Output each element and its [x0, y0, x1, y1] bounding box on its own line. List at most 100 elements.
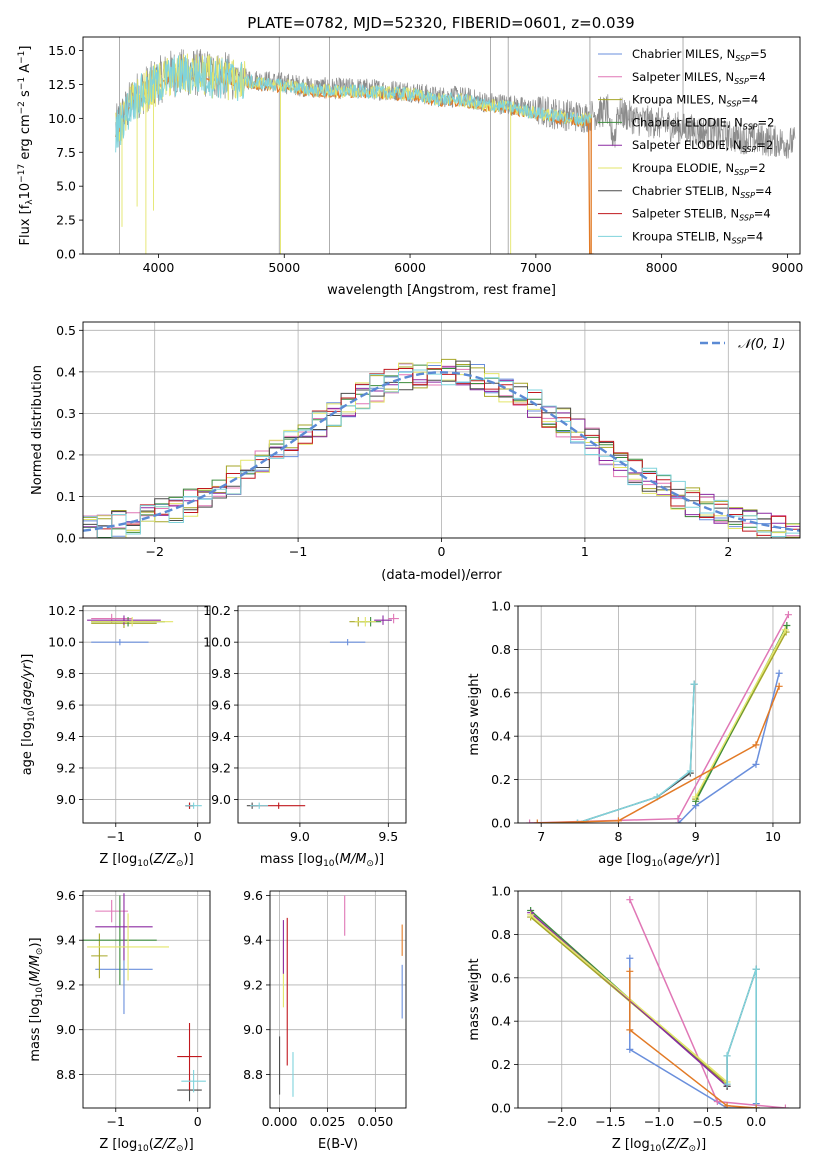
- point-marker-orange: [752, 741, 760, 749]
- x-axis-label-part: ⊙: [176, 859, 184, 869]
- x-axis-label: Z [log10(Z/Z⊙)]: [99, 1137, 193, 1154]
- y-axis-label-part: ⊙: [35, 948, 45, 956]
- mass_vs_Z-y-tick-label: 8.8: [56, 1067, 76, 1082]
- axes-frame: [82, 890, 211, 1109]
- residuals-x-tick-label: −2: [145, 544, 163, 559]
- legend-label: Kroupa MILES, NSSP=4: [632, 93, 758, 109]
- y-axis-label-part: erg cm: [18, 114, 33, 163]
- residuals-x-tick-label: −1: [289, 544, 307, 559]
- point-marker-kroupa_elodie: [781, 626, 789, 634]
- x-axis-label-part: 10: [323, 859, 335, 869]
- spectrum-y-tick-label: 10.0: [48, 111, 76, 126]
- x-axis-label: age [log10(age/yr)]: [598, 852, 720, 869]
- mass_vs_Z-x-tick-label: 0: [194, 1114, 202, 1129]
- legend-label-sub: SSP: [734, 77, 749, 86]
- legend-label: Kroupa ELODIE, NSSP=2: [632, 161, 766, 177]
- point-marker-orange: [775, 682, 783, 690]
- mass_vs_Z-y-tick-label: 9.0: [56, 1022, 76, 1037]
- weight_vs_Z-x-tick-label: 0.0: [746, 1114, 766, 1129]
- x-axis-label-part: Z/Z: [153, 852, 177, 867]
- age_vs_Z-y-tick-label: 10.0: [48, 635, 76, 650]
- legend-label-tail: =2: [749, 161, 766, 175]
- x-axis-label-part: age/yr: [668, 852, 711, 867]
- weight-y-label: mass weight: [467, 673, 482, 755]
- spectrum-panel: 4000 5000 6000 7000 8000 9000 0.0 2.5 5.0 7.5 10.0…: [17, 36, 803, 298]
- legend-label-main: Chabrier STELIB, N: [632, 184, 740, 198]
- series-orange: [629, 971, 757, 1108]
- weight_vs_Z-y-tick-label: 0.4: [491, 1014, 511, 1029]
- weight_vs_age-y-tick-label: 0.4: [491, 729, 511, 744]
- legend-label-sub: SSP: [742, 145, 757, 154]
- weight_vs_Z-x-tick-label: −1.5: [595, 1114, 625, 1129]
- x-axis-label-part: )]: [696, 1137, 706, 1152]
- series-chabrier_stelib: [577, 684, 695, 823]
- mass_vs_Z-plot-area: [83, 891, 210, 1108]
- x-axis-label-part: (: [149, 852, 154, 867]
- legend-label-tail: =4: [754, 207, 771, 221]
- legend-label-tail: =2: [758, 115, 775, 129]
- residuals-x-label: (data-model)/error: [381, 568, 502, 583]
- weight-y-label: mass weight: [467, 958, 482, 1040]
- legend-label-main: Kroupa MILES, N: [632, 93, 727, 107]
- weight_vs_age-y-tick-label: 0.8: [491, 642, 511, 657]
- age_vs_Z-panel: −1 09.09.29.49.69.810.010.2Z [log10(Z/Z⊙)…: [20, 603, 211, 869]
- spectrum-x-label: wavelength [Angstrom, rest frame]: [327, 283, 556, 298]
- weight_vs_Z-y-tick-label: 0.8: [491, 927, 511, 942]
- age_vs_Z-plot-area: [83, 606, 210, 823]
- mass_vs_ebv-x-tick-label: 0.050: [357, 1114, 393, 1129]
- age_vs_mass-plot-area: [238, 606, 406, 823]
- legend-label-main: Salpeter STELIB, N: [632, 207, 739, 221]
- y-axis-label-part: −1: [17, 77, 27, 90]
- mass_vs_ebv-x-tick-label: 0.025: [310, 1114, 346, 1129]
- weight_vs_age-x-tick-label: 10: [765, 829, 781, 844]
- model-kroupa_stelib-line: [115, 55, 592, 153]
- mass_vs_Z-y-tick-label: 9.6: [56, 888, 76, 903]
- spectrum-x-tick-label: 5000: [268, 260, 300, 275]
- y-axis-label-part: )]: [20, 654, 35, 664]
- mass_vs_ebv-y-tick-label: 9.4: [243, 933, 263, 948]
- point-marker-kroupa_elodie: [527, 911, 535, 919]
- weight_vs_Z-plot-area: [518, 891, 800, 1108]
- weight_vs_Z-x-tick-label: −0.5: [692, 1114, 722, 1129]
- series-kroupa_elodie: [695, 629, 786, 798]
- spectrum-y-tick-label: 0.0: [56, 247, 76, 262]
- spectrum-y-tick-label: 15.0: [48, 43, 76, 58]
- axes-frame: [237, 605, 407, 824]
- point-marker-kroupa_elodie: [692, 793, 700, 801]
- x-axis-label-part: )]: [184, 1137, 194, 1152]
- point-marker-orange: [614, 817, 622, 823]
- mass_vs_ebv-x-tick-label: 0.000: [262, 1114, 298, 1129]
- y-axis-label-part: 10: [18, 183, 33, 200]
- legend-label: Salpeter MILES, NSSP=4: [632, 70, 766, 86]
- age_vs_mass-x-tick-label: 9.5: [378, 829, 398, 844]
- point-marker-kroupa_stelib: [573, 819, 581, 823]
- residuals-y-tick-label: 0.0: [56, 531, 76, 546]
- series-chabrier_miles: [678, 673, 780, 823]
- x-axis-label-part: Z [log: [612, 1137, 650, 1152]
- x-axis-label-part: (: [149, 1137, 154, 1152]
- legend-label: Salpeter STELIB, NSSP=4: [632, 207, 771, 223]
- y-axis-label-part: ]: [18, 46, 33, 51]
- legend-label-sub: SSP: [727, 100, 742, 109]
- axes-frame: [82, 321, 801, 539]
- normal-legend-label: 𝒩(0, 1): [738, 337, 785, 352]
- series-chabrier_stelib: [726, 968, 757, 1108]
- series-chabrier_miles: [629, 958, 757, 1108]
- point-marker-salpeter_miles: [713, 1097, 721, 1105]
- point-marker-chabrier_miles: [626, 954, 634, 962]
- age_vs_Z-x-tick-label: −1: [107, 829, 125, 844]
- point-marker-kroupa_stelib: [686, 767, 694, 775]
- spectrum-title: PLATE=0782, MJD=52320, FIBERID=0601, z=0…: [247, 14, 634, 32]
- residuals-y-label: Normed distribution: [30, 365, 45, 495]
- legend-label-tail: =4: [755, 184, 772, 198]
- mass_vs_Z-y-tick-label: 9.4: [56, 933, 76, 948]
- normal-curve: [83, 371, 800, 532]
- x-axis-label: mass [log10(M/M⊙)]: [260, 852, 384, 869]
- age_vs_mass-y-tick-label: 9.6: [211, 698, 231, 713]
- x-axis-label-part: (: [335, 852, 340, 867]
- spectrum-y-tick-label: 2.5: [56, 213, 76, 228]
- ebv-x-label: E(B-V): [318, 1137, 358, 1152]
- point-marker-salpeter_miles: [674, 815, 682, 823]
